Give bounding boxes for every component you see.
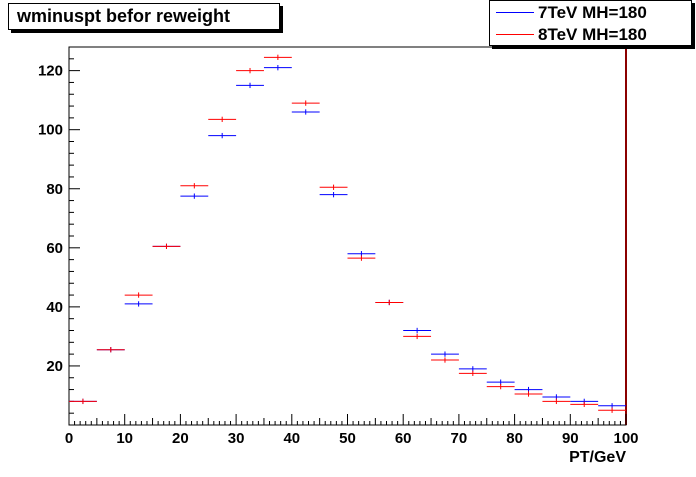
x-tick-label: 0 <box>65 430 73 447</box>
legend-label-8tev: 8TeV MH=180 <box>538 25 647 44</box>
series-0 <box>69 65 626 409</box>
x-tick-label: 60 <box>395 430 412 447</box>
y-tick-label: 80 <box>46 181 63 198</box>
legend-entry-7tev: 7TeV MH=180 <box>490 2 690 24</box>
x-tick-label: 50 <box>339 430 356 447</box>
y-tick-label: 20 <box>46 358 63 375</box>
x-tick-label: 40 <box>283 430 300 447</box>
legend-entry-8tev: 8TeV MH=180 <box>490 24 690 46</box>
plot-area-frame <box>68 46 627 426</box>
legend: 7TeV MH=180 8TeV MH=180 <box>489 0 692 46</box>
marks-layer <box>69 54 626 413</box>
x-tick-label: 90 <box>562 430 579 447</box>
x-tick-label: 10 <box>116 430 133 447</box>
legend-line-7tev <box>496 12 534 13</box>
y-tick-label: 120 <box>38 63 63 80</box>
axes-layer: 0 10 20 30 40 50 60 70 80 90 100 20 40 60 80 100 120 <box>38 0 639 447</box>
series-1 <box>69 54 626 413</box>
y-tick-label: 40 <box>46 299 63 316</box>
x-tick-label: 80 <box>506 430 523 447</box>
legend-line-8tev <box>496 34 534 35</box>
x-tick-label: 20 <box>172 430 189 447</box>
x-tick-label: 100 <box>613 430 638 447</box>
legend-label-7tev: 7TeV MH=180 <box>538 3 647 22</box>
y-tick-label: 60 <box>46 240 63 257</box>
x-tick-label: 30 <box>228 430 245 447</box>
chart-title: wminuspt befor reweight <box>8 3 280 30</box>
x-tick-label: 70 <box>451 430 468 447</box>
x-axis-label: PT/GeV <box>569 449 626 466</box>
y-tick-label: 100 <box>38 122 63 139</box>
